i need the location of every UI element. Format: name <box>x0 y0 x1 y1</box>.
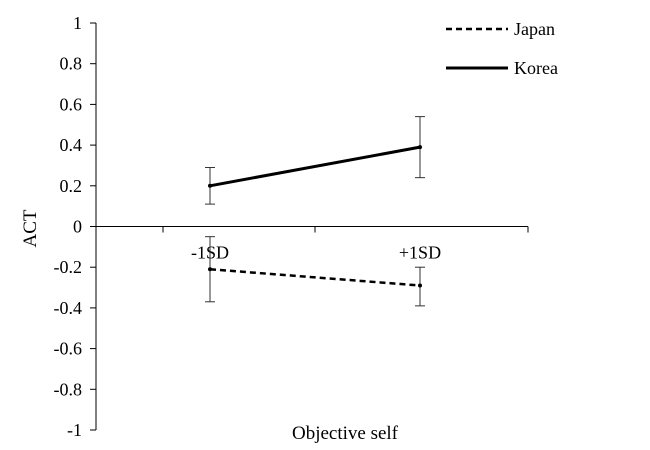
series-group <box>205 116 425 307</box>
y-tick-label: 0 <box>73 217 82 237</box>
y-axis-title: ACT <box>20 209 41 247</box>
y-tick-label: -0.8 <box>54 379 83 399</box>
y-tick-label: -1 <box>67 420 82 440</box>
data-point <box>418 145 422 150</box>
y-tick-label: -0.6 <box>54 339 83 359</box>
legend-label-japan: Japan <box>514 19 555 39</box>
y-tick-label: 1 <box>73 13 82 33</box>
y-tick-label: -0.2 <box>54 257 83 277</box>
data-point <box>208 183 212 188</box>
y-tick-label: 0.6 <box>60 94 83 114</box>
series-japan <box>205 236 425 307</box>
x-axis-title: Objective self <box>292 423 399 444</box>
series-korea <box>205 116 425 205</box>
data-point <box>418 283 422 288</box>
y-tick-label: 0.2 <box>60 176 83 196</box>
y-tick-label: -0.4 <box>54 298 83 318</box>
chart-axes <box>95 23 528 430</box>
series-line-japan <box>209 267 421 287</box>
series-line-korea <box>209 145 421 188</box>
y-tick-label: 0.8 <box>60 54 83 74</box>
y-tick-label: 0.4 <box>60 135 83 155</box>
y-tick-group: 1 0.8 0.6 0.4 0.2 0 -0.2 -0.4 -0.6 -0.8 -1 <box>54 13 96 440</box>
data-point <box>208 267 212 272</box>
x-tick-label: +1SD <box>399 243 441 263</box>
x-tick-group: -1SD +1SD <box>162 226 529 263</box>
legend: Japan Korea <box>446 19 558 78</box>
legend-label-korea: Korea <box>514 58 558 78</box>
